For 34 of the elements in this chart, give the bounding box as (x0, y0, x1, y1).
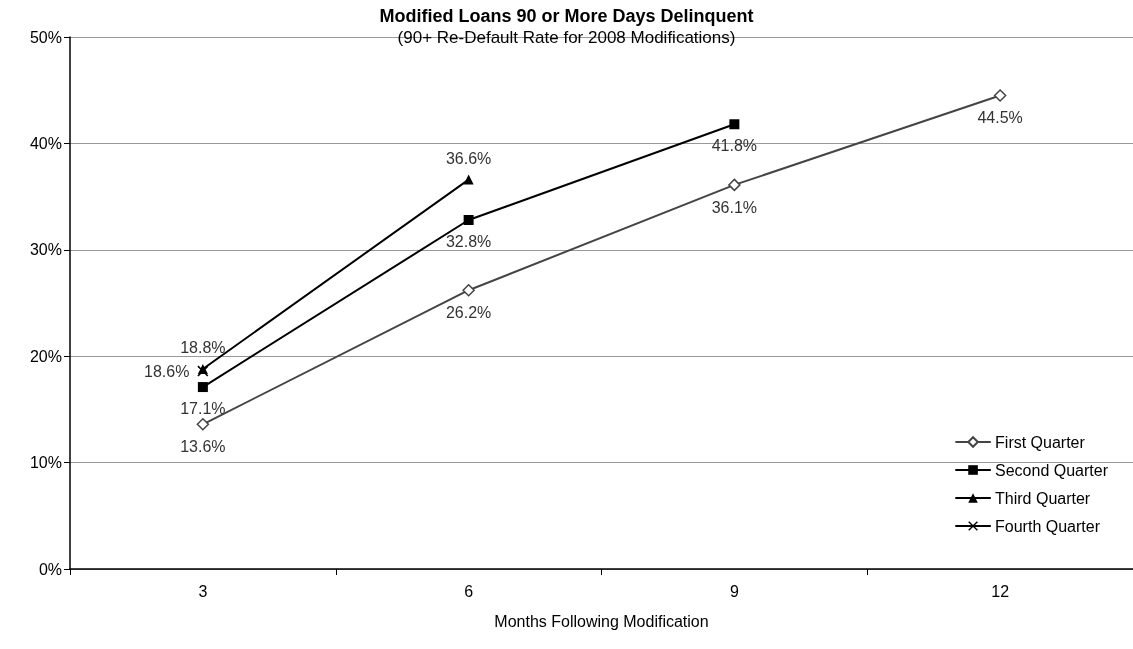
x-tick-label: 6 (464, 582, 474, 600)
x-axis-title: Months Following Modification (494, 612, 709, 630)
legend-label: First Quarter (995, 433, 1086, 451)
legend-label: Third Quarter (995, 489, 1091, 507)
data-label: 32.8% (445, 232, 492, 250)
y-tick-label: 50% (29, 28, 62, 46)
x-tick-label: 9 (729, 582, 739, 600)
data-label: 36.1% (711, 198, 758, 216)
data-label: 18.8% (180, 339, 226, 357)
y-tick-label: 20% (29, 347, 62, 365)
y-tick-label: 0% (38, 560, 62, 578)
point (197, 382, 208, 393)
point (463, 215, 474, 226)
data-label: 18.6% (144, 362, 190, 380)
data-label: 13.6% (180, 438, 226, 456)
point (728, 178, 741, 192)
y-tick-label: 40% (29, 134, 62, 152)
chart-title: Modified Loans 90 or More Days Delinquent (379, 6, 754, 26)
point (729, 119, 740, 130)
chart-subtitle: (90+ Re-Default Rate for 2008 Modifications) (397, 28, 736, 47)
data-label: 26.2% (445, 303, 492, 321)
data-label: 36.6% (445, 150, 492, 168)
x-tick-label: 3 (198, 582, 208, 600)
point (462, 283, 475, 297)
data-label: 41.8% (711, 136, 758, 154)
point (196, 418, 210, 431)
data-label: 44.5% (977, 109, 1023, 127)
legend-label: Fourth Quarter (995, 517, 1101, 535)
x-tick-label: 12 (991, 582, 1010, 600)
y-tick-label: 10% (29, 454, 62, 472)
point (993, 89, 1007, 102)
legend-label: Second Quarter (995, 461, 1109, 479)
data-label: 17.1% (180, 399, 226, 417)
y-tick-label: 30% (29, 241, 62, 259)
